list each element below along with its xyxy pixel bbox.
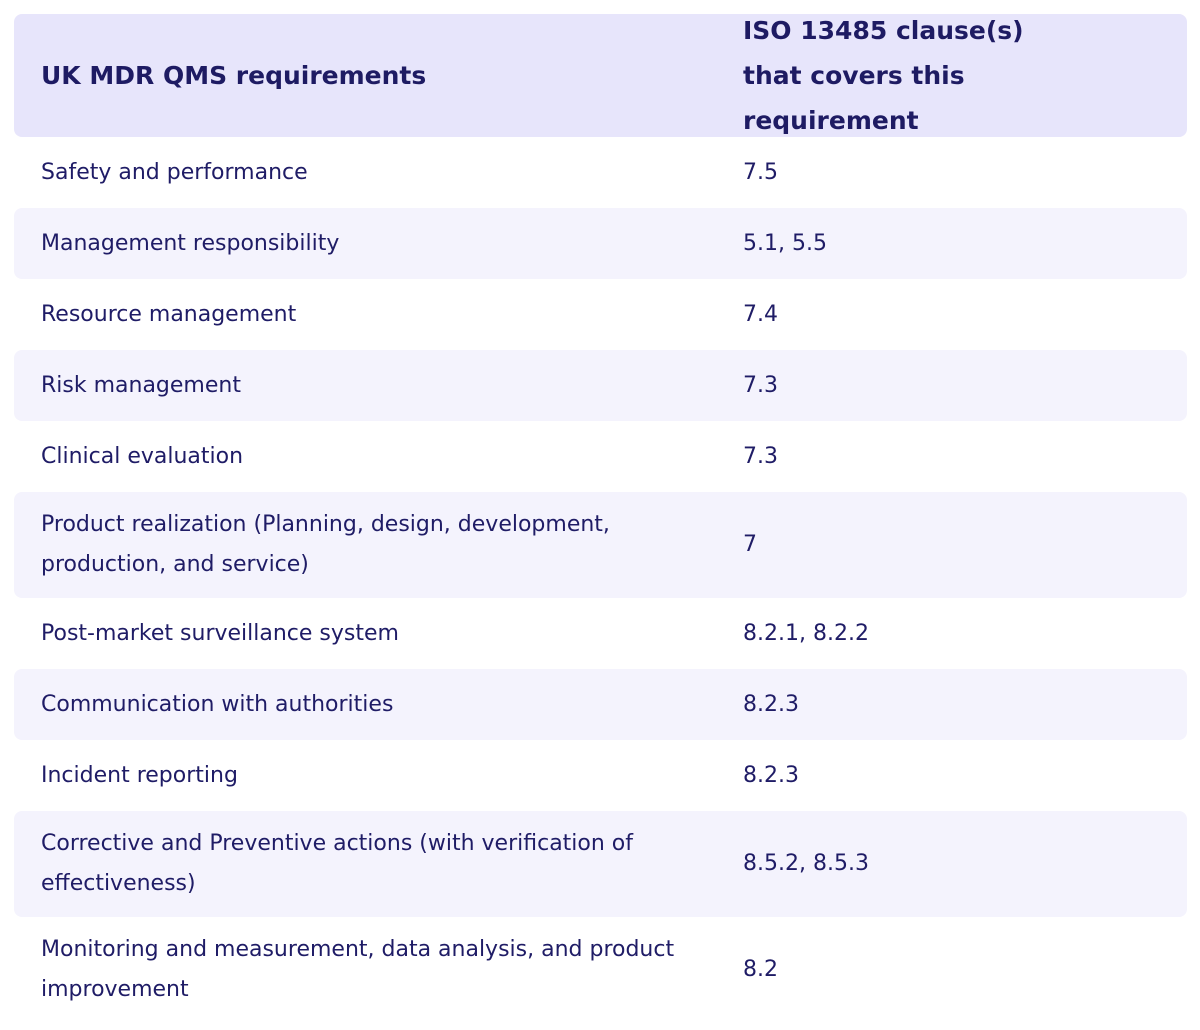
table-row: Monitoring and measurement, data analysi… — [14, 917, 1187, 1023]
header-requirement: UK MDR QMS requirements — [41, 61, 427, 90]
requirement-cell: Incident reporting — [41, 762, 238, 788]
table-row: Product realization (Planning, design, d… — [14, 492, 1187, 598]
requirement-cell: Safety and performance — [41, 159, 308, 185]
table-row: Resource management 7.4 — [14, 279, 1187, 350]
requirement-cell: Resource management — [41, 301, 297, 327]
requirement-cell: Communication with authorities — [41, 691, 394, 717]
clause-cell: 7.3 — [743, 443, 778, 469]
table-row: Safety and performance 7.5 — [14, 137, 1187, 208]
table-row: Corrective and Preventive actions (with … — [14, 811, 1187, 917]
clause-cell: 8.2.1, 8.2.2 — [743, 620, 869, 646]
requirement-cell: Clinical evaluation — [41, 443, 244, 469]
table-row: Post-market surveillance system 8.2.1, 8… — [14, 598, 1187, 669]
requirement-cell: Post-market surveillance system — [41, 620, 399, 646]
requirement-cell: Risk management — [41, 372, 241, 398]
clause-cell: 7.5 — [743, 159, 778, 185]
table-row: Management responsibility 5.1, 5.5 — [14, 208, 1187, 279]
table-row: Risk management 7.3 — [14, 350, 1187, 421]
clause-cell: 7.3 — [743, 372, 778, 398]
requirement-cell: Monitoring and measurement, data analysi… — [41, 937, 675, 1002]
header-clause: ISO 13485 clause(s) that covers this req… — [743, 16, 1024, 135]
table-row: Communication with authorities 8.2.3 — [14, 669, 1187, 740]
requirement-cell: Product realization (Planning, design, d… — [41, 512, 610, 577]
requirements-table: UK MDR QMS requirements ISO 13485 clause… — [14, 14, 1187, 1023]
table-header-row: UK MDR QMS requirements ISO 13485 clause… — [14, 14, 1187, 137]
clause-cell: 8.2.3 — [743, 762, 799, 788]
requirement-cell: Management responsibility — [41, 230, 340, 256]
table-row: Incident reporting 8.2.3 — [14, 740, 1187, 811]
clause-cell: 8.2.3 — [743, 691, 799, 717]
clause-cell: 7 — [743, 532, 757, 557]
requirement-cell: Corrective and Preventive actions (with … — [41, 831, 634, 896]
clause-cell: 8.2 — [743, 957, 778, 982]
table-row: Clinical evaluation 7.3 — [14, 421, 1187, 492]
clause-cell: 8.5.2, 8.5.3 — [743, 851, 869, 876]
clause-cell: 5.1, 5.5 — [743, 230, 827, 256]
clause-cell: 7.4 — [743, 301, 778, 327]
